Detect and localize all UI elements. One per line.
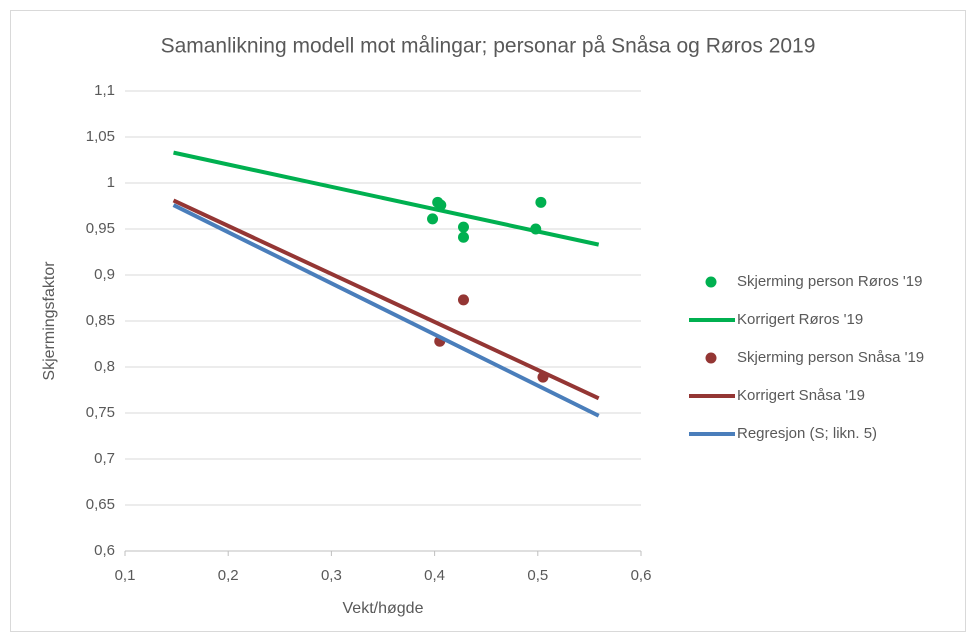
x-tick-label: 0,5: [527, 567, 548, 584]
legend-swatch: [705, 276, 717, 288]
x-tick-label: 0,3: [321, 567, 342, 584]
y-tick-label: 0,8: [94, 358, 115, 375]
y-tick-label: 0,85: [86, 312, 115, 329]
legend-label: Skjerming person Røros '19: [737, 273, 922, 290]
y-tick-label: 1: [107, 174, 115, 191]
x-axis-title: Vekt/høgde: [343, 600, 424, 617]
point: [535, 196, 547, 208]
legend-swatch: [705, 352, 717, 364]
legend-label: Skjerming person Snåsa '19: [737, 349, 924, 366]
y-tick-label: 0,95: [86, 220, 115, 237]
y-tick-label: 1,05: [86, 128, 115, 145]
y-tick-label: 0,9: [94, 266, 115, 283]
x-tick-label: 0,4: [424, 567, 445, 584]
x-tick-label: 0,6: [631, 567, 652, 584]
y-axis-title: Skjermingsfaktor: [41, 261, 58, 381]
legend-label: Korrigert Røros '19: [737, 311, 863, 328]
line: [172, 198, 600, 401]
point: [427, 213, 439, 225]
point: [457, 221, 469, 233]
legend-label: Korrigert Snåsa '19: [737, 387, 865, 404]
point: [457, 231, 469, 243]
chart-title: Samanlikning modell mot målingar; person…: [161, 35, 816, 58]
y-tick-label: 0,65: [86, 496, 115, 513]
x-tick-label: 0,2: [218, 567, 239, 584]
point: [457, 294, 469, 306]
point: [435, 199, 447, 211]
y-tick-label: 0,7: [94, 450, 115, 467]
y-tick-label: 1,1: [94, 82, 115, 99]
line: [173, 150, 600, 247]
line: [172, 203, 600, 418]
legend-label: Regresjon (S; likn. 5): [737, 425, 877, 442]
x-tick-label: 0,1: [115, 567, 136, 584]
y-tick-label: 0,75: [86, 404, 115, 421]
y-tick-label: 0,6: [94, 542, 115, 559]
